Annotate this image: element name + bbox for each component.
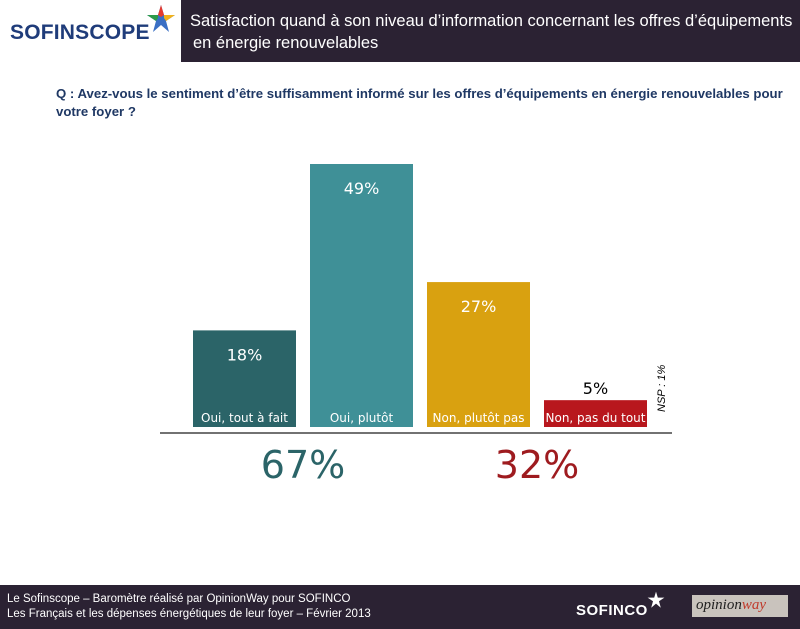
header: SOFINSCOPE Satisfaction quand à son nive… xyxy=(0,0,800,66)
title-banner: Satisfaction quand à son niveau d’inform… xyxy=(181,0,800,62)
sofinco-logo: SOFINCO xyxy=(576,602,648,619)
page-title-line2: en énergie renouvelables xyxy=(193,34,379,52)
bar-2 xyxy=(427,282,530,427)
footer-line1: Le Sofinscope – Baromètre réalisé par Op… xyxy=(7,593,351,605)
footer-line2: Les Français et les dépenses énergétique… xyxy=(7,608,371,620)
page-title-line1: Satisfaction quand à son niveau d’inform… xyxy=(190,12,793,30)
bar-0 xyxy=(193,330,296,427)
sofinscope-logo: SOFINSCOPE xyxy=(10,5,175,50)
value-label-2: 27% xyxy=(461,297,497,316)
bar-chart: 18% Oui, tout à fait 49% Oui, plutôt 27% Non,… xyxy=(160,164,672,487)
opinionway-text: opinionway xyxy=(696,597,767,613)
category-label-0: Oui, tout à fait xyxy=(201,411,288,425)
value-label-1: 49% xyxy=(344,179,380,198)
total-label-0: 67% xyxy=(261,443,345,487)
total-label-1: 32% xyxy=(495,443,579,487)
bar-1 xyxy=(310,164,413,427)
category-label-3: Non, pas du tout xyxy=(546,411,646,425)
footer: Le Sofinscope – Baromètre réalisé par Op… xyxy=(0,585,800,629)
category-label-1: Oui, plutôt xyxy=(330,411,394,425)
value-label-3: 5% xyxy=(583,379,608,398)
category-label-2: Non, plutôt pas xyxy=(433,411,525,425)
survey-question: Q : Avez-vous le sentiment d’être suffis… xyxy=(56,86,783,119)
opinionway-logo: opinionway xyxy=(692,595,788,617)
nsp-note: NSP : 1% xyxy=(656,364,668,412)
bar-3 xyxy=(544,400,647,427)
star-icon xyxy=(647,591,665,608)
value-label-0: 18% xyxy=(227,345,263,364)
logo-text: SOFINSCOPE xyxy=(10,21,150,44)
star-icon xyxy=(147,5,175,32)
